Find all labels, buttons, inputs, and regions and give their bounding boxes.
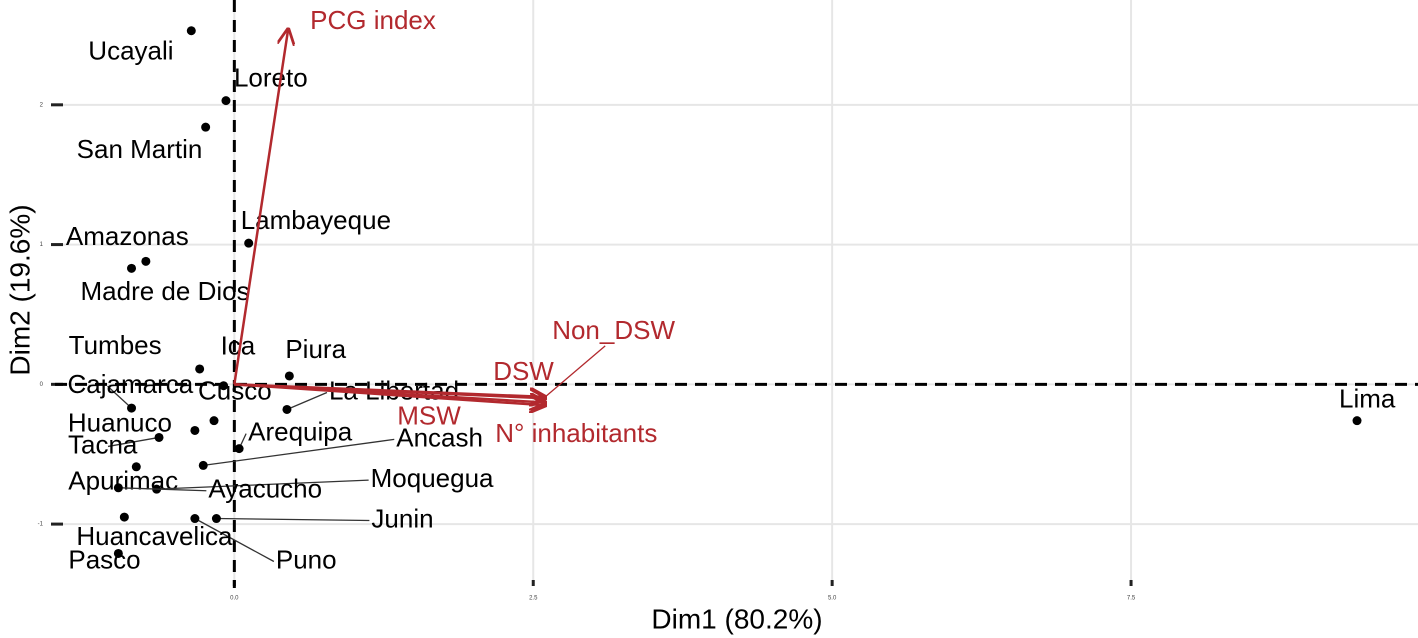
- point: [127, 403, 137, 413]
- arrow: [234, 383, 545, 405]
- x-tick-label: 0.0: [230, 596, 239, 602]
- point: [209, 416, 219, 426]
- point: [201, 122, 211, 132]
- point-label: Huancavelica: [76, 521, 233, 551]
- leader-line: [544, 345, 606, 398]
- x-tick-label: 5.0: [828, 596, 837, 602]
- leader-line: [118, 487, 207, 492]
- point: [244, 238, 254, 248]
- point-label: Ucayali: [88, 36, 173, 66]
- point: [234, 444, 244, 454]
- point: [221, 96, 231, 106]
- point-label: Arequipa: [248, 417, 353, 447]
- point-label: Madre de Dios: [81, 276, 250, 306]
- point: [131, 462, 141, 472]
- point-label: Moquegua: [371, 463, 494, 493]
- x-tick-label: 2.5: [529, 596, 538, 602]
- point-label: Huanuco: [68, 407, 172, 437]
- point-label: Lambayeque: [241, 205, 391, 235]
- y-tick-label: 1: [40, 242, 44, 248]
- arrow-label: PCG index: [310, 5, 436, 35]
- point-label: Junin: [371, 503, 433, 533]
- arrow: [233, 29, 288, 385]
- point: [282, 404, 292, 414]
- point: [119, 512, 129, 522]
- point-label: Amazonas: [66, 221, 189, 251]
- point-label: Tumbes: [69, 330, 162, 360]
- point-label: Piura: [285, 334, 346, 364]
- point: [219, 381, 229, 391]
- point-label: Puno: [276, 544, 337, 574]
- point: [211, 514, 221, 524]
- point-label: Lima: [1339, 384, 1396, 414]
- point: [154, 432, 164, 442]
- point-label: Cajamarca: [68, 369, 194, 399]
- point-label: Apurimac: [68, 466, 178, 496]
- leader-line: [107, 436, 160, 448]
- arrow-label: N° inhabitants: [495, 418, 657, 448]
- point: [113, 483, 123, 493]
- y-axis-title: Dim2 (19.6%): [4, 204, 35, 375]
- y-tick-label: 2: [40, 102, 44, 108]
- x-tick-label: 7.5: [1127, 596, 1136, 602]
- point: [190, 514, 200, 524]
- leader-line: [203, 438, 395, 467]
- leader-line: [107, 385, 132, 409]
- point: [284, 371, 294, 381]
- leader-line: [156, 479, 369, 490]
- arrow-label: DSW: [493, 356, 554, 386]
- point: [195, 364, 205, 374]
- point: [127, 263, 137, 273]
- point-label: Pasco: [68, 544, 140, 574]
- y-tick-label: -1: [38, 522, 44, 528]
- leader-line: [216, 517, 370, 522]
- point: [141, 256, 151, 266]
- point: [198, 460, 208, 470]
- arrow-label: MSW: [397, 400, 461, 430]
- point: [1352, 416, 1362, 426]
- point-label: Tacna: [68, 429, 138, 459]
- point-label: Loreto: [234, 63, 308, 93]
- x-axis-title: Dim1 (80.2%): [651, 603, 822, 634]
- point: [190, 425, 200, 435]
- arrow-label: Non_DSW: [552, 315, 675, 345]
- leader-line: [194, 517, 275, 563]
- point: [186, 26, 196, 36]
- point-label: Ancash: [396, 422, 483, 452]
- point: [113, 548, 123, 558]
- leader-line: [286, 391, 328, 411]
- y-tick-label: 0: [40, 382, 44, 388]
- point-label: San Martin: [77, 134, 203, 164]
- point-label: Ayacucho: [208, 474, 322, 504]
